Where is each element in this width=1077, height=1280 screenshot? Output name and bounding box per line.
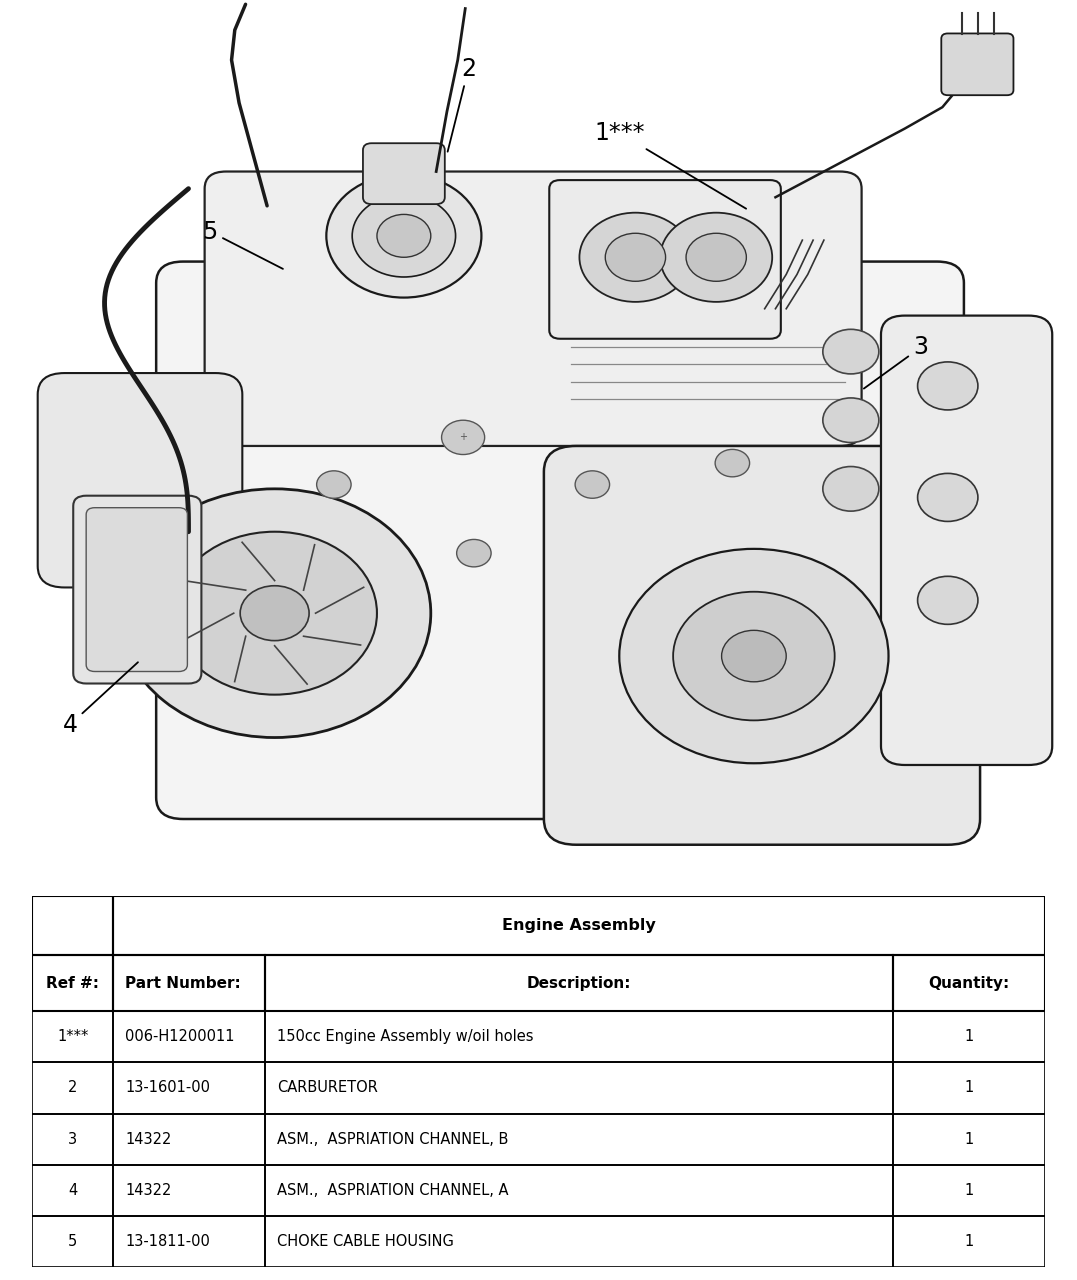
Bar [32,1114,113,1165]
Text: CHOKE CABLE HOUSING: CHOKE CABLE HOUSING [277,1234,454,1249]
Text: 2: 2 [448,56,476,151]
Bar [113,955,265,1011]
Bar [265,955,893,1011]
Text: 1: 1 [964,1132,974,1147]
FancyBboxPatch shape [881,316,1052,765]
Circle shape [673,591,835,721]
Text: 4: 4 [62,662,138,737]
FancyBboxPatch shape [38,372,242,588]
Bar [265,1216,893,1267]
Text: 1***: 1*** [595,120,746,209]
Text: ASM.,  ASPRIATION CHANNEL, A: ASM., ASPRIATION CHANNEL, A [277,1183,508,1198]
FancyBboxPatch shape [156,261,964,819]
Circle shape [918,362,978,410]
Bar [113,1165,265,1216]
Text: 1: 1 [964,1029,974,1044]
Bar [265,1011,893,1062]
Circle shape [240,586,309,640]
Circle shape [442,420,485,454]
Text: 5: 5 [202,220,283,269]
Bar [893,1011,1045,1062]
FancyBboxPatch shape [941,33,1013,95]
Circle shape [377,214,431,257]
Bar [893,955,1045,1011]
Text: Engine Assembly: Engine Assembly [502,918,656,933]
Bar [113,1114,265,1165]
Text: 14322: 14322 [125,1183,172,1198]
Circle shape [605,233,666,282]
Circle shape [686,233,746,282]
Circle shape [823,466,879,511]
Text: 13-1601-00: 13-1601-00 [125,1080,210,1096]
Text: Quantity:: Quantity: [928,975,1009,991]
Text: Part Number:: Part Number: [125,975,241,991]
Bar [893,1216,1045,1267]
FancyBboxPatch shape [205,172,862,445]
Text: 1: 1 [964,1080,974,1096]
Text: 4: 4 [68,1183,78,1198]
Text: 006-H1200011: 006-H1200011 [125,1029,235,1044]
Bar [113,1011,265,1062]
Text: +: + [459,433,467,443]
Circle shape [579,212,691,302]
Text: ASM.,  ASPRIATION CHANNEL, B: ASM., ASPRIATION CHANNEL, B [277,1132,508,1147]
Bar [893,1114,1045,1165]
Bar [32,896,113,955]
Circle shape [575,471,610,498]
Text: 13-1811-00: 13-1811-00 [125,1234,210,1249]
Text: 5: 5 [68,1234,78,1249]
Text: Description:: Description: [527,975,631,991]
FancyBboxPatch shape [86,508,187,672]
Bar [32,1062,113,1114]
Bar [32,955,113,1011]
Bar [113,896,1045,955]
FancyBboxPatch shape [73,495,201,684]
Circle shape [918,474,978,521]
Text: 3: 3 [864,335,928,389]
Circle shape [352,195,456,276]
Bar [32,1011,113,1062]
Text: 1: 1 [964,1183,974,1198]
Bar [265,1165,893,1216]
Circle shape [326,174,481,297]
FancyBboxPatch shape [363,143,445,204]
Text: Ref #:: Ref #: [46,975,99,991]
Bar [32,1216,113,1267]
Circle shape [918,576,978,625]
Bar [32,1165,113,1216]
Bar [893,1062,1045,1114]
Circle shape [823,329,879,374]
Circle shape [172,531,377,695]
Text: CARBURETOR: CARBURETOR [277,1080,378,1096]
Circle shape [715,449,750,477]
Circle shape [118,489,431,737]
Bar [893,1165,1045,1216]
Text: 150cc Engine Assembly w/oil holes: 150cc Engine Assembly w/oil holes [277,1029,534,1044]
Circle shape [660,212,772,302]
Circle shape [457,539,491,567]
Bar [113,1062,265,1114]
FancyBboxPatch shape [544,445,980,845]
Text: 1: 1 [964,1234,974,1249]
Circle shape [619,549,889,763]
Bar [265,1114,893,1165]
Circle shape [317,471,351,498]
Text: 3: 3 [68,1132,78,1147]
Bar [265,1062,893,1114]
FancyBboxPatch shape [549,180,781,339]
Circle shape [722,630,786,682]
Bar [113,1216,265,1267]
Text: 14322: 14322 [125,1132,172,1147]
Text: 1***: 1*** [57,1029,88,1044]
Text: 2: 2 [68,1080,78,1096]
Circle shape [823,398,879,443]
